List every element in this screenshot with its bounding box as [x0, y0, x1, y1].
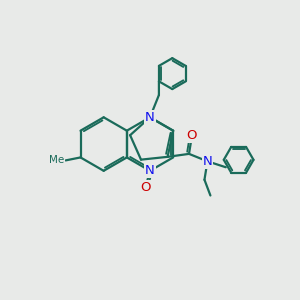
- Text: O: O: [187, 129, 197, 142]
- Text: N: N: [145, 164, 155, 177]
- Text: O: O: [140, 181, 151, 194]
- Text: N: N: [145, 111, 155, 124]
- Text: N: N: [202, 155, 212, 168]
- Text: Me: Me: [49, 155, 64, 165]
